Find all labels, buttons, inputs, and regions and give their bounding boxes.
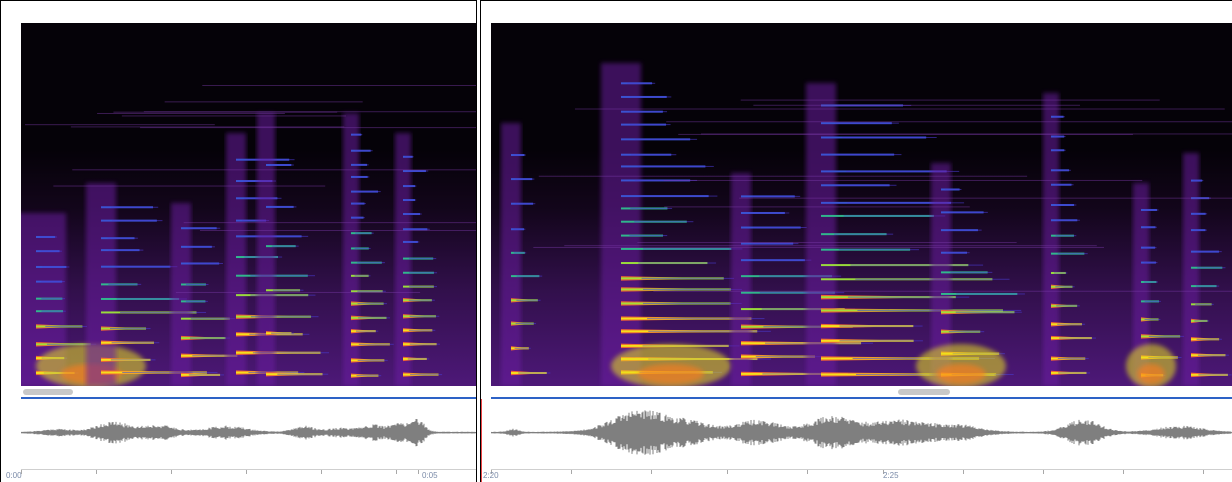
time-label-mid: 2:25 — [883, 471, 899, 480]
waveform-divider — [21, 397, 476, 399]
horizontal-scrollbar[interactable] — [491, 387, 1232, 397]
spectrogram-panel-right: 2:20 2:25 — [480, 0, 1232, 482]
waveform-image — [20, 419, 476, 447]
spectrogram-view[interactable] — [491, 23, 1232, 386]
spectrogram-panel-left: 0:00 0:05 — [0, 0, 477, 482]
waveform-view[interactable] — [490, 399, 1232, 469]
scrollbar-thumb[interactable] — [23, 389, 73, 395]
spectrogram-view[interactable] — [21, 23, 476, 386]
time-label-end: 0:05 — [422, 471, 438, 480]
horizontal-scrollbar[interactable] — [21, 387, 476, 397]
waveform-divider — [491, 397, 1232, 399]
playhead[interactable] — [481, 399, 482, 482]
time-label-start: 2:20 — [483, 471, 499, 480]
time-ruler[interactable]: 2:20 2:25 — [483, 469, 1232, 482]
waveform-image — [490, 410, 1232, 455]
time-label-start: 0:00 — [6, 471, 22, 480]
waveform-view[interactable] — [20, 399, 476, 469]
spectrogram-image — [491, 23, 1232, 386]
scrollbar-thumb[interactable] — [898, 389, 950, 395]
spectrogram-image — [21, 23, 476, 386]
time-ruler[interactable]: 0:00 0:05 — [6, 469, 476, 482]
